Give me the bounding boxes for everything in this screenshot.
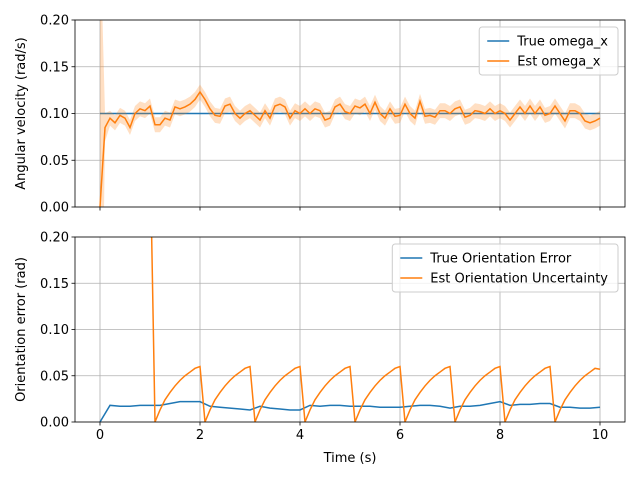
x-tick-label: 4	[296, 428, 304, 443]
y-tick-label: 0.05	[40, 154, 69, 169]
legend: True Orientation Error Est Orientation Un…	[391, 243, 619, 293]
y-axis-label: Orientation error (rad)	[14, 257, 29, 402]
y-axis-label: Angular velocity (rad/s)	[14, 37, 29, 189]
y-tick-label: 0.10	[40, 107, 69, 122]
axes-frame	[74, 19, 626, 208]
y-tick-label: 0.15	[40, 277, 69, 292]
y-tick-label: 0.05	[40, 369, 69, 384]
legend-label: True omega_x	[516, 35, 608, 50]
plot-area	[99, 237, 601, 422]
legend-frame	[478, 26, 619, 76]
x-tick-label: 6	[396, 428, 404, 443]
x-tick-label: 8	[496, 428, 504, 443]
y-tick-label: 0.00	[40, 201, 69, 216]
series-line	[150, 237, 601, 422]
axes-frame	[74, 236, 626, 423]
legend: True omega_x Est omega_x	[478, 26, 619, 76]
legend-label: Est Orientation Uncertainty	[430, 272, 608, 287]
x-axis-label: Time (s)	[323, 451, 377, 466]
y-tick-label: 0.20	[40, 14, 69, 29]
y-tick-label: 0.00	[40, 416, 69, 431]
legend-label: Est omega_x	[517, 55, 601, 70]
y-tick-label: 0.10	[40, 323, 69, 338]
y-tick-label: 0.15	[40, 60, 69, 75]
plot-area	[99, 20, 601, 207]
series-line	[99, 90, 601, 207]
series-line	[99, 400, 601, 422]
y-tick-label: 0.20	[40, 231, 69, 246]
x-tick-label: 2	[196, 428, 204, 443]
legend-label: True Orientation Error	[429, 252, 572, 267]
x-tick-label: 10	[592, 428, 609, 443]
legend-frame	[391, 243, 619, 293]
x-tick-label: 0	[96, 428, 104, 443]
